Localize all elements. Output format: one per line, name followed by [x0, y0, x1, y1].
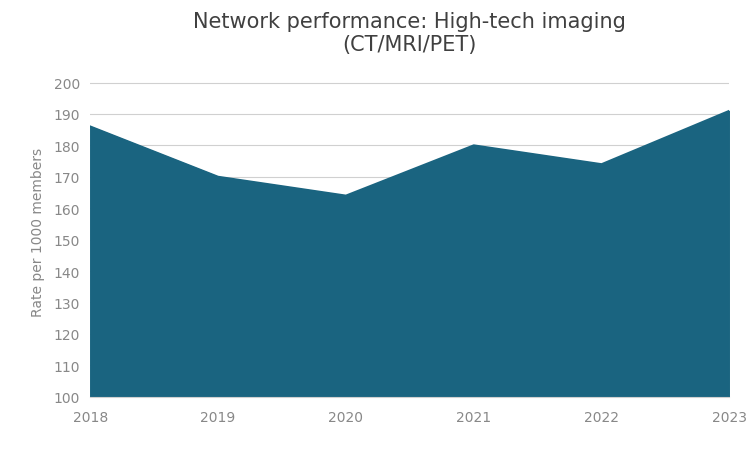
Title: Network performance: High-tech imaging
(CT/MRI/PET): Network performance: High-tech imaging (…	[193, 12, 626, 55]
Y-axis label: Rate per 1000 members: Rate per 1000 members	[31, 148, 45, 317]
